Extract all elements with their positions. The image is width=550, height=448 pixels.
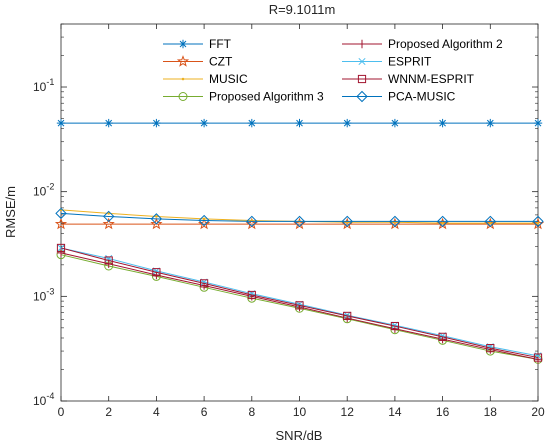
series-layer — [54, 118, 545, 364]
x-tick-label: 10 — [293, 405, 307, 419]
data-point — [152, 268, 161, 277]
data-point — [152, 118, 161, 128]
data-point — [390, 321, 399, 331]
x-tick-label: 12 — [341, 405, 355, 419]
data-point — [104, 118, 113, 128]
y-axis-label: RMSE/m — [3, 186, 18, 238]
data-point — [202, 217, 206, 221]
x-tick-label: 8 — [248, 405, 255, 419]
data-point — [438, 332, 447, 341]
data-point — [436, 215, 449, 228]
y-tick-label: 10-1 — [33, 77, 54, 94]
data-point — [56, 248, 66, 258]
data-point — [150, 217, 163, 230]
data-point — [489, 221, 492, 225]
data-point — [54, 217, 68, 230]
legend-entry-proposed-algorithm-3: Proposed Algorithm 3 — [163, 90, 324, 104]
data-point — [390, 118, 400, 128]
y-tick-label: 10-3 — [33, 286, 54, 303]
data-point — [102, 210, 115, 223]
data-point — [389, 215, 401, 228]
legend-entry-proposed-algorithm-2: Proposed Algorithm 2 — [342, 37, 503, 51]
data-point — [486, 118, 495, 128]
legend-entry-wnnm-esprit: WNNM-ESPRIT — [342, 72, 475, 86]
data-point — [532, 215, 544, 228]
data-point — [441, 221, 444, 225]
data-point — [56, 243, 66, 253]
legend-label: FFT — [209, 37, 232, 51]
data-point — [391, 321, 399, 329]
legend-entry-fft: FFT — [163, 37, 232, 51]
data-point — [536, 221, 540, 225]
legend: FFT CZT MUSIC Proposed Algorithm 3 Proposed … — [163, 37, 503, 104]
data-point — [199, 118, 209, 128]
series-line — [60, 212, 538, 222]
plot-area — [60, 23, 539, 402]
x-tick-label: 0 — [58, 405, 65, 419]
data-point — [56, 118, 66, 128]
data-point — [247, 118, 256, 128]
x-axis-label: SNR/dB — [276, 428, 323, 443]
data-point — [438, 118, 447, 128]
y-tick-label: 10-4 — [33, 391, 54, 408]
data-point — [343, 118, 352, 128]
data-point — [295, 118, 304, 128]
legend-label: Proposed Algorithm 3 — [209, 90, 324, 104]
data-point — [533, 118, 543, 128]
data-point — [246, 215, 258, 228]
x-tick-label: 4 — [153, 405, 160, 419]
data-point — [484, 215, 497, 228]
legend-entry-czt: CZT — [163, 55, 233, 69]
x-tick-label: 2 — [105, 405, 112, 419]
legend-label: MUSIC — [209, 72, 248, 86]
y-tick-label: 10-2 — [33, 182, 54, 199]
data-point — [150, 213, 163, 225]
series-line — [60, 247, 539, 359]
x-tick-label: 16 — [436, 405, 450, 419]
data-point — [198, 214, 210, 227]
data-point — [104, 256, 113, 265]
legend-entry-esprit: ESPRIT — [342, 55, 432, 69]
legend-label: CZT — [209, 55, 233, 69]
data-point — [486, 344, 495, 353]
x-tick-label: 6 — [201, 405, 208, 419]
legend-label: Proposed Algorithm 2 — [388, 37, 503, 51]
x-tick-label: 14 — [388, 405, 402, 419]
legend-entry-music: MUSIC — [163, 72, 248, 86]
data-point — [293, 215, 306, 228]
data-point — [247, 290, 256, 300]
data-point — [200, 279, 209, 288]
chart-title: R=9.1011m — [269, 2, 336, 17]
data-point — [295, 301, 304, 310]
legend-label: ESPRIT — [388, 55, 432, 69]
data-point — [102, 217, 115, 230]
series-fft — [56, 118, 543, 128]
axis-ticks: 0 2 4 6 8 10 12 14 16 18 20 10-4 10-3 10-2 10-1 — [33, 23, 545, 419]
data-point — [341, 215, 353, 228]
legend-label: WNNM-ESPRIT — [388, 72, 475, 86]
legend-label: PCA-MUSIC — [388, 90, 456, 104]
data-point — [343, 311, 352, 321]
series-pca-music — [55, 207, 544, 228]
x-tick-label: 20 — [531, 405, 545, 419]
data-point — [533, 353, 543, 362]
series-wnnm-esprit — [56, 243, 543, 362]
legend-entry-pca-music: PCA-MUSIC — [342, 90, 456, 104]
x-tick-label: 18 — [484, 405, 498, 419]
data-point — [343, 311, 351, 319]
data-point — [55, 207, 67, 220]
data-point — [155, 215, 158, 218]
